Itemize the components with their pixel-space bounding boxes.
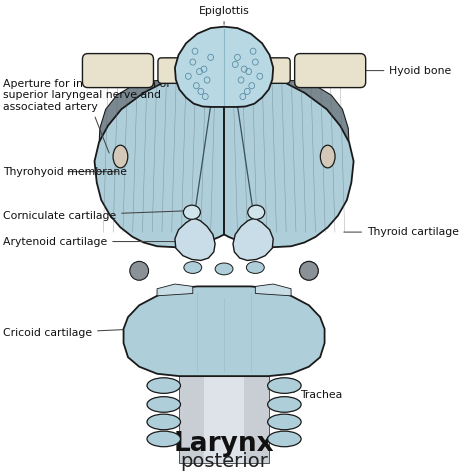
Polygon shape [175, 218, 215, 260]
FancyBboxPatch shape [295, 54, 365, 88]
Ellipse shape [300, 261, 319, 280]
Ellipse shape [147, 397, 181, 412]
Text: posterior: posterior [180, 452, 268, 471]
Ellipse shape [113, 145, 128, 168]
Text: Trachea: Trachea [268, 389, 342, 400]
Ellipse shape [215, 263, 233, 275]
Text: Hyoid bone: Hyoid bone [338, 65, 452, 75]
Polygon shape [224, 68, 349, 237]
Text: Larynx: Larynx [174, 431, 274, 456]
Polygon shape [179, 374, 269, 464]
Polygon shape [233, 218, 273, 260]
Text: Epiglottis: Epiglottis [199, 6, 249, 24]
Text: Corniculate cartilage: Corniculate cartilage [3, 210, 183, 220]
Ellipse shape [246, 262, 264, 273]
Polygon shape [124, 286, 325, 376]
Text: Thyrohyoid membrane: Thyrohyoid membrane [3, 167, 127, 177]
FancyBboxPatch shape [82, 54, 154, 88]
Text: Aperture for internal branch of
superior laryngeal nerve and
associated artery: Aperture for internal branch of superior… [3, 79, 170, 153]
Ellipse shape [130, 261, 148, 280]
Ellipse shape [248, 205, 264, 219]
Ellipse shape [147, 414, 181, 430]
Ellipse shape [147, 431, 181, 447]
Text: Arytenoid cartilage: Arytenoid cartilage [3, 237, 180, 246]
FancyBboxPatch shape [158, 58, 290, 83]
Ellipse shape [183, 205, 201, 219]
Polygon shape [99, 68, 224, 237]
Text: Thyroid cartilage: Thyroid cartilage [344, 227, 459, 237]
Text: Cricoid cartilage: Cricoid cartilage [3, 328, 146, 338]
Polygon shape [94, 69, 224, 247]
Ellipse shape [320, 145, 335, 168]
Polygon shape [175, 27, 273, 107]
Ellipse shape [268, 414, 301, 430]
Polygon shape [157, 284, 193, 296]
Polygon shape [204, 374, 244, 464]
Ellipse shape [268, 431, 301, 447]
Polygon shape [255, 284, 291, 296]
Ellipse shape [268, 378, 301, 393]
Ellipse shape [184, 262, 202, 273]
Ellipse shape [268, 397, 301, 412]
Ellipse shape [147, 378, 181, 393]
Polygon shape [224, 69, 354, 247]
